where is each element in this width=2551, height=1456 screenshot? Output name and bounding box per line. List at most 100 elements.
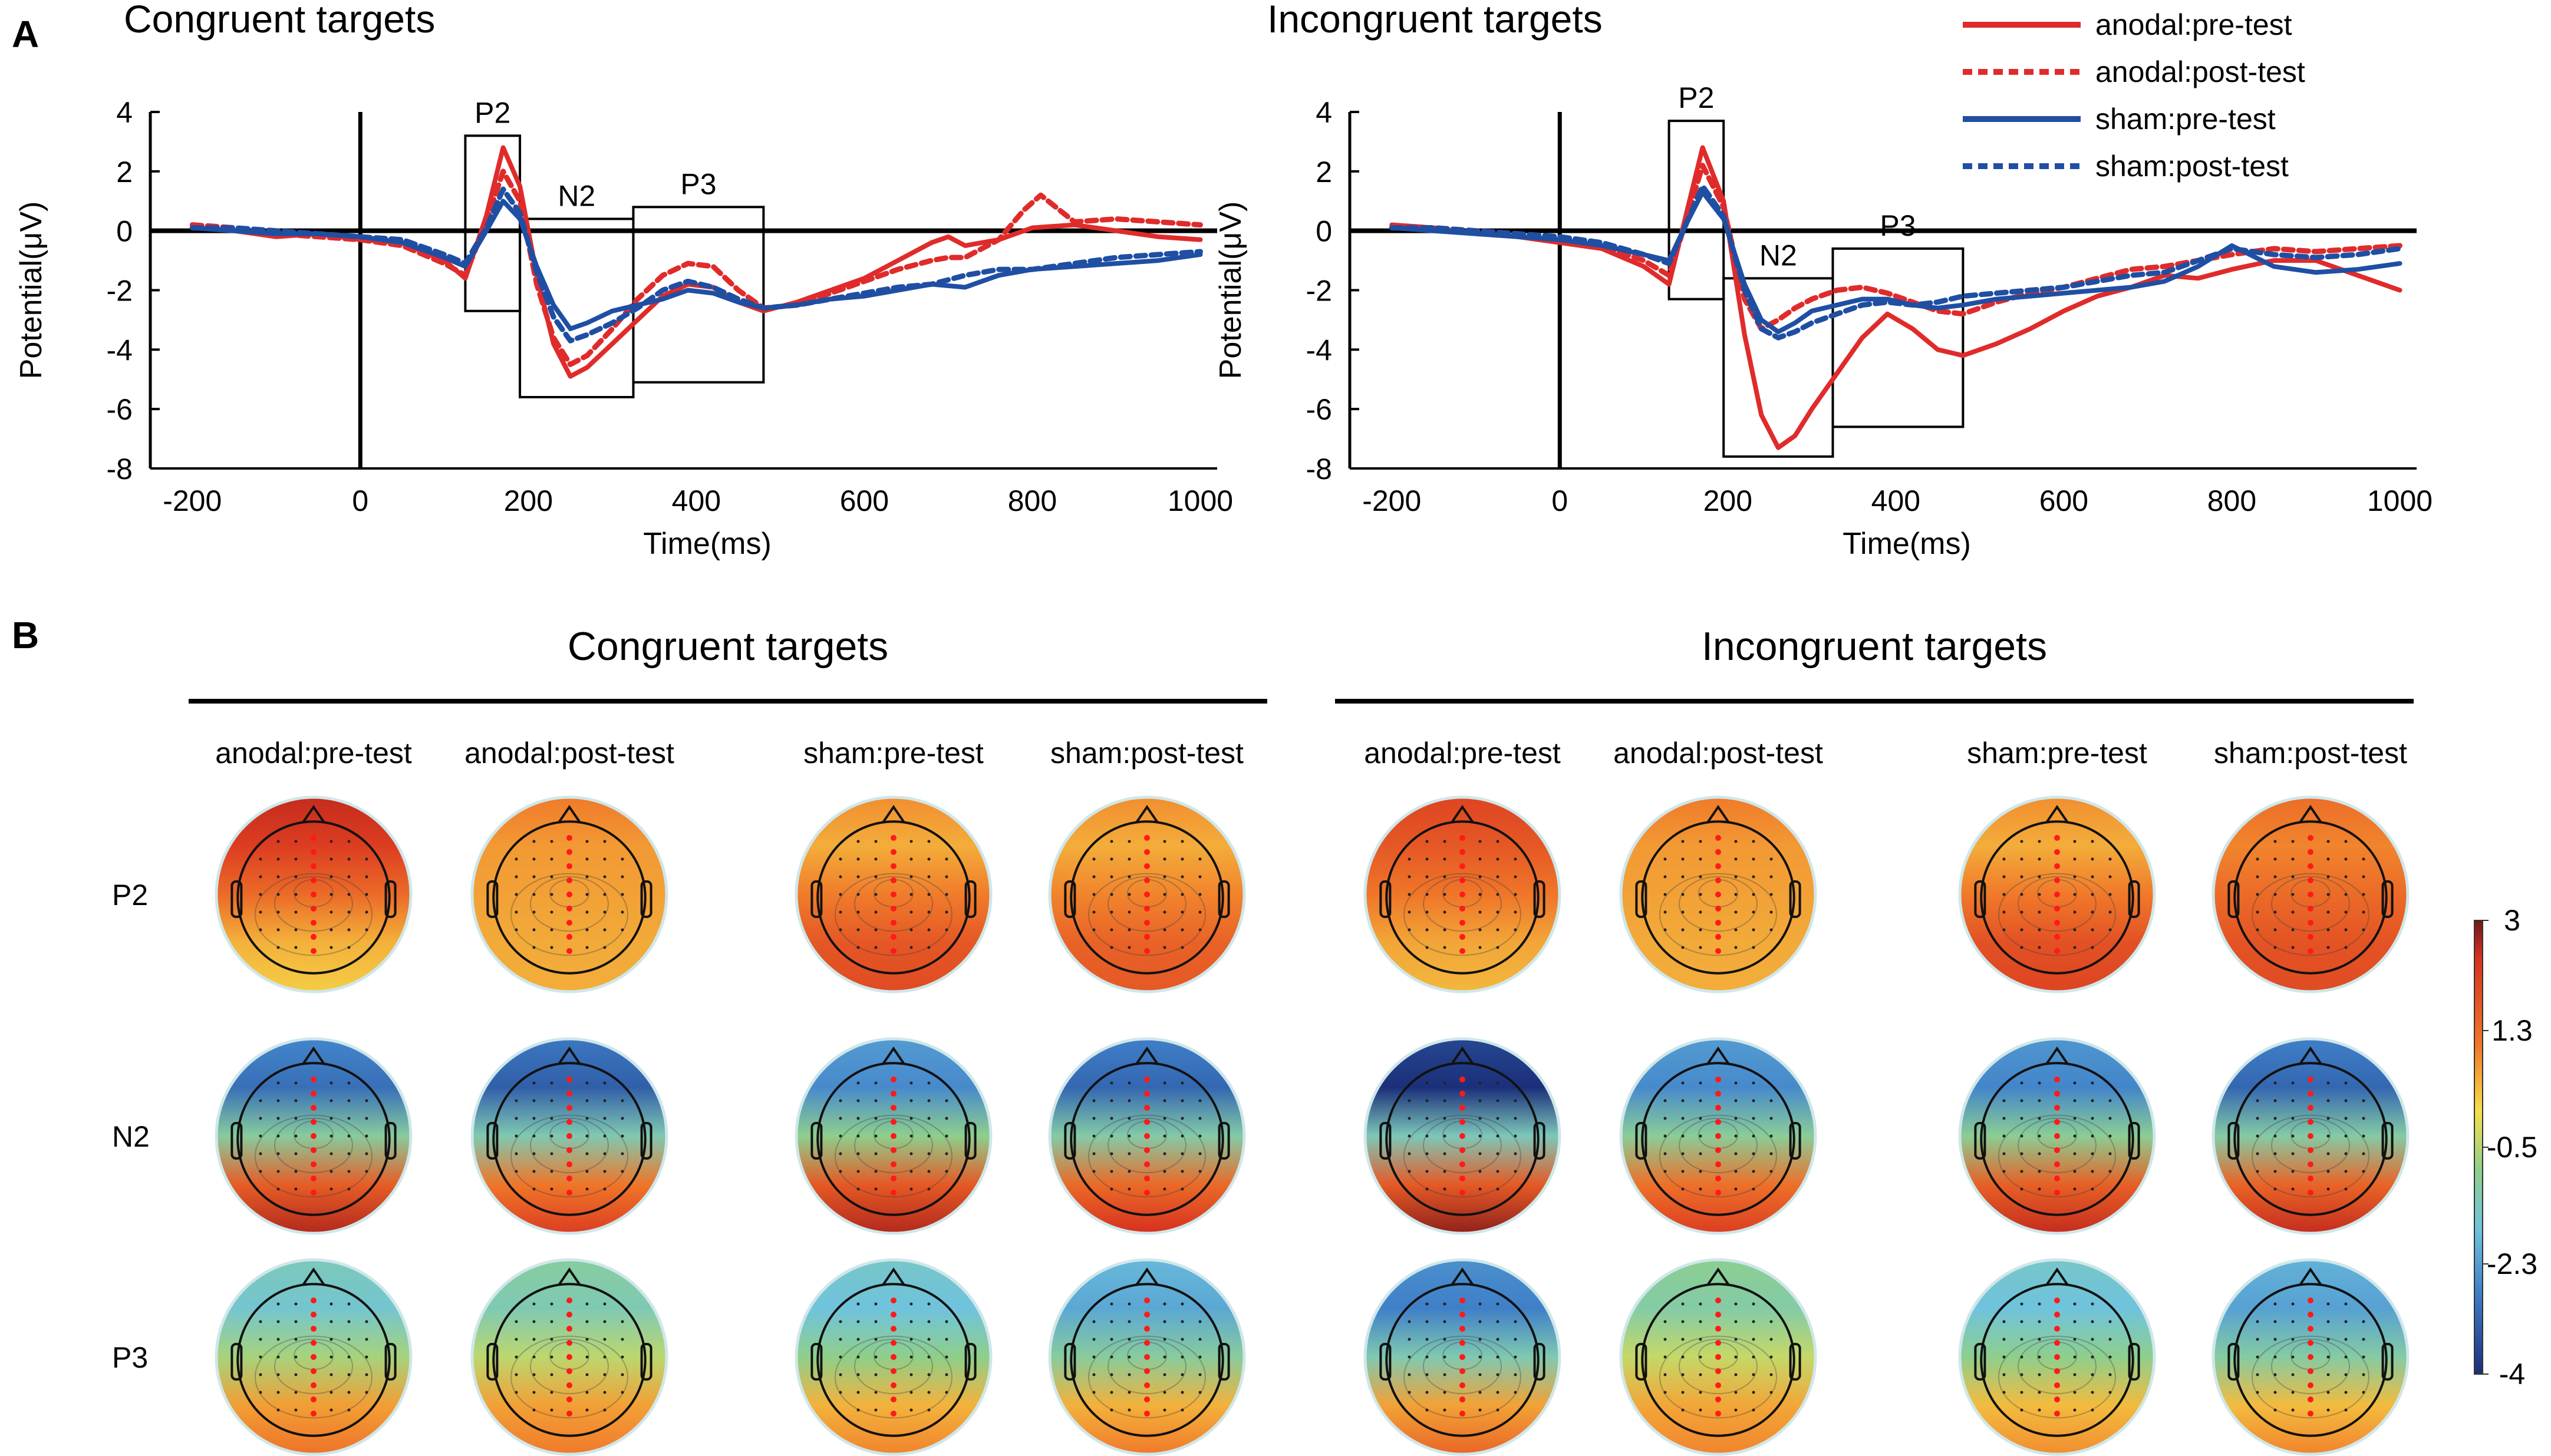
electrode xyxy=(874,910,878,914)
electrode xyxy=(1681,928,1685,932)
electrode xyxy=(2344,928,2348,932)
electrode xyxy=(1496,1187,1499,1191)
electrode xyxy=(1443,1117,1446,1120)
electrode xyxy=(294,1170,298,1173)
electrode xyxy=(329,928,333,932)
head-outline xyxy=(1980,1062,2134,1216)
electrode xyxy=(365,1134,368,1138)
right-ear xyxy=(2381,1343,2394,1381)
topo-map xyxy=(795,1258,993,1456)
right-ear xyxy=(1789,1122,1801,1160)
electrode xyxy=(2256,857,2259,861)
electrode xyxy=(2038,1302,2041,1306)
electrode xyxy=(1734,1099,1738,1102)
right-ear xyxy=(2128,1343,2140,1381)
electrode xyxy=(621,1338,624,1341)
y-tick-label: 4 xyxy=(1316,96,1332,129)
electrode xyxy=(621,910,624,914)
midline-electrode xyxy=(891,1190,897,1196)
electrode xyxy=(1478,1373,1482,1376)
electrode xyxy=(294,1099,298,1102)
electrode xyxy=(2002,857,2006,861)
electrode xyxy=(909,1373,913,1376)
electrode xyxy=(2091,1391,2094,1394)
electrode xyxy=(909,1320,913,1323)
electrode xyxy=(2038,1391,2041,1394)
electrode xyxy=(1514,1152,1517,1155)
electrode xyxy=(1514,1134,1517,1138)
electrode xyxy=(603,840,607,843)
midline-electrode xyxy=(891,948,897,954)
midline-electrode xyxy=(891,1326,897,1332)
contour-line xyxy=(1403,1335,1521,1419)
electrode xyxy=(1681,1152,1685,1155)
midline-electrode xyxy=(891,877,897,883)
electrode xyxy=(1769,1338,1773,1341)
midline-electrode xyxy=(1459,892,1465,897)
electrode xyxy=(329,1320,333,1323)
electrode xyxy=(945,893,948,896)
colorbar-tick-label: 1.3 xyxy=(2491,1014,2533,1047)
panel-a-label: A xyxy=(12,13,39,55)
electrode xyxy=(550,1355,553,1359)
electrode xyxy=(1478,928,1482,932)
electrode xyxy=(276,910,280,914)
electrode xyxy=(1769,1355,1773,1359)
electrode xyxy=(1425,893,1429,896)
electrode xyxy=(1752,1338,1755,1341)
window-label-n2: N2 xyxy=(558,180,595,213)
electrode xyxy=(1478,1338,1482,1341)
contour-line xyxy=(1108,876,1186,932)
electrode xyxy=(294,857,298,861)
left-ear xyxy=(2227,880,2240,918)
electrode xyxy=(259,893,262,896)
electrode xyxy=(621,1320,624,1323)
midline-electrode xyxy=(566,1340,572,1346)
electrode xyxy=(909,1302,913,1306)
midline-electrode xyxy=(566,1368,572,1374)
electrode xyxy=(1663,875,1667,879)
midline-electrode xyxy=(2054,1297,2060,1303)
electrode xyxy=(2291,1099,2295,1102)
midline-electrode xyxy=(2308,1190,2313,1196)
electrode xyxy=(1198,875,1202,879)
midline-electrode xyxy=(1144,877,1150,883)
topo-map xyxy=(1958,795,2156,993)
electrode xyxy=(2108,1117,2112,1120)
midline-electrode xyxy=(1459,1297,1465,1303)
electrode xyxy=(2108,857,2112,861)
midline-electrode xyxy=(2308,1326,2313,1332)
electrode xyxy=(294,1302,298,1306)
contour-line xyxy=(2018,876,2097,932)
electrode xyxy=(1128,1081,1131,1085)
electrode xyxy=(585,1408,589,1412)
right-ear xyxy=(640,1343,652,1381)
electrode xyxy=(1443,1373,1446,1376)
electrode xyxy=(276,1117,280,1120)
electrode xyxy=(909,857,913,861)
electrode xyxy=(1663,1117,1667,1120)
electrode xyxy=(1752,1320,1755,1323)
electrode xyxy=(2344,1187,2348,1191)
electrode xyxy=(1425,928,1429,932)
electrode xyxy=(2326,1152,2330,1155)
left-ear xyxy=(1379,1343,1392,1381)
midline-electrode xyxy=(1459,1105,1465,1111)
head-outline xyxy=(492,1283,647,1437)
electrode xyxy=(294,840,298,843)
electrode xyxy=(874,857,878,861)
electrode xyxy=(874,875,878,879)
electrode xyxy=(1663,1134,1667,1138)
midline-electrode xyxy=(1144,1368,1150,1374)
electrode xyxy=(2291,1391,2295,1394)
electrode xyxy=(2344,840,2348,843)
electrode xyxy=(1514,1338,1517,1341)
electrode xyxy=(365,1320,368,1323)
electrode xyxy=(2038,1187,2041,1191)
electrode xyxy=(2091,1170,2094,1173)
electrode xyxy=(2020,875,2023,879)
electrode xyxy=(2326,1320,2330,1323)
midline-electrode xyxy=(1715,1147,1721,1153)
electrode xyxy=(2073,1134,2077,1138)
